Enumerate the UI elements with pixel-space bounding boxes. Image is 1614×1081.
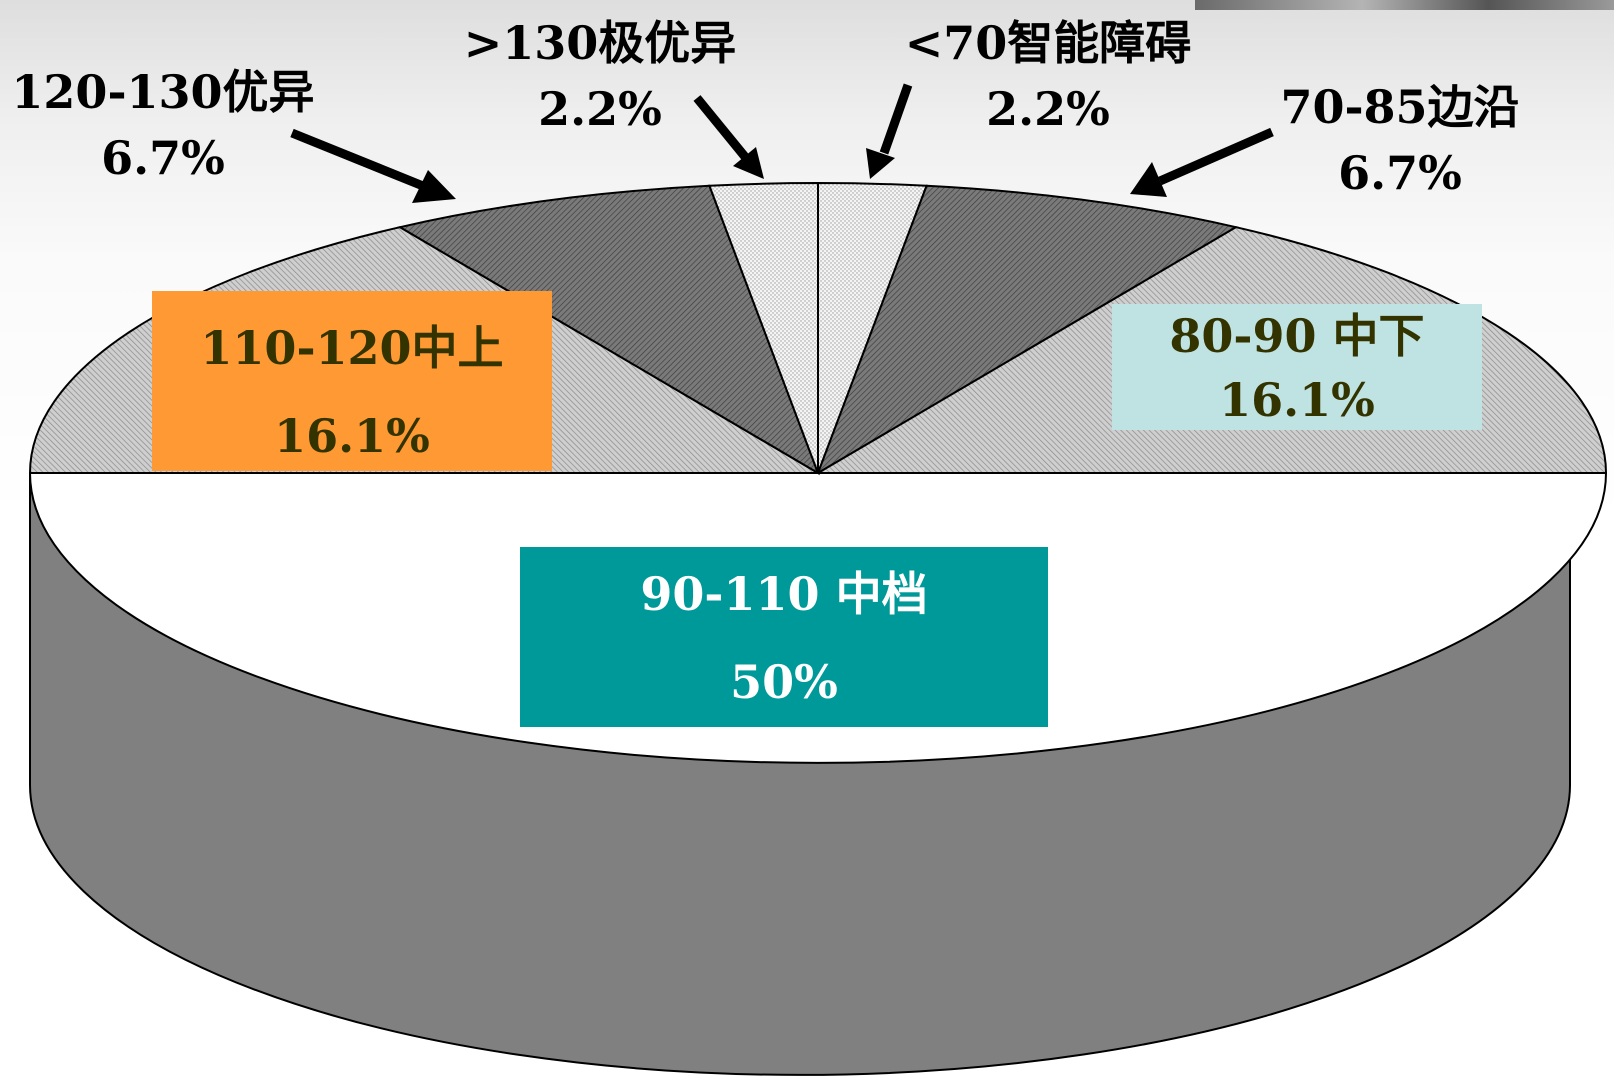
pct-120-130: 6.7% [101,131,225,185]
label-120-130: 120-130优异 [11,65,315,119]
pct-90-110: 50% [730,655,838,709]
arrow-120-130-head [412,170,456,203]
arrow-gt130-head [733,147,764,179]
callout-70-85: 70-85边沿 6.7% [1240,74,1560,206]
label-box-90-110: 90-110 中档 50% [520,547,1048,727]
arrow-70-85-head [1130,162,1167,197]
callout-gt130: >130极优异 2.2% [445,10,755,142]
pie-slice-1 [816,184,1239,476]
label-box-80-90: 80-90 中下 16.1% [1112,304,1482,430]
pct-gt130: 2.2% [538,82,662,136]
arrow-120-130 [290,128,430,193]
label-box-110-120: 110-120中上 16.1% [152,291,552,471]
label-gt130: >130极优异 [463,16,737,70]
pie-slice-5 [397,184,820,476]
callout-arrows [290,83,1274,203]
arrow-gt130 [693,95,750,161]
label-lt70: <70智能障碍 [904,16,1192,70]
pct-70-85: 6.7% [1338,146,1462,200]
background-photo-strip [1195,0,1614,10]
callout-120-130: 120-130优异 6.7% [8,59,318,191]
pct-80-90: 16.1% [1219,373,1375,427]
callout-lt70: <70智能障碍 2.2% [883,10,1213,142]
label-90-110: 90-110 中档 [640,567,928,621]
label-110-120: 110-120中上 [200,321,504,375]
arrow-70-85 [1158,127,1274,186]
label-70-85: 70-85边沿 [1280,80,1520,134]
label-80-90: 80-90 中下 [1169,309,1425,363]
pct-lt70: 2.2% [986,82,1110,136]
arrow-lt70 [879,83,913,155]
arrow-lt70-head [866,148,895,179]
pct-110-120: 16.1% [274,409,430,463]
pie-slice-6 [707,181,819,474]
